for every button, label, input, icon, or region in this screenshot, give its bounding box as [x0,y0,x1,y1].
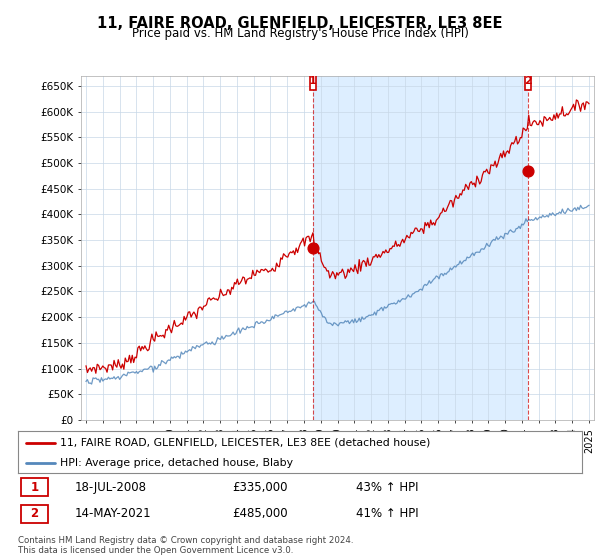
Text: 41% ↑ HPI: 41% ↑ HPI [356,507,419,520]
Text: 43% ↑ HPI: 43% ↑ HPI [356,480,419,494]
Text: 18-JUL-2008: 18-JUL-2008 [74,480,146,494]
Point [523,166,533,175]
Text: Contains HM Land Registry data © Crown copyright and database right 2024.
This d: Contains HM Land Registry data © Crown c… [18,536,353,556]
Text: HPI: Average price, detached house, Blaby: HPI: Average price, detached house, Blab… [60,458,293,468]
Text: £335,000: £335,000 [232,480,288,494]
FancyBboxPatch shape [310,71,316,90]
Text: 2: 2 [30,507,38,520]
Text: 1: 1 [30,480,38,494]
FancyBboxPatch shape [525,71,532,90]
Point [308,243,318,252]
Text: £485,000: £485,000 [232,507,288,520]
FancyBboxPatch shape [21,478,48,496]
Text: 1: 1 [309,76,317,86]
Text: Price paid vs. HM Land Registry's House Price Index (HPI): Price paid vs. HM Land Registry's House … [131,27,469,40]
Text: 2: 2 [524,76,532,86]
Text: 11, FAIRE ROAD, GLENFIELD, LEICESTER, LE3 8EE: 11, FAIRE ROAD, GLENFIELD, LEICESTER, LE… [97,16,503,31]
Bar [313,76,528,420]
Text: 14-MAY-2021: 14-MAY-2021 [74,507,151,520]
Text: 11, FAIRE ROAD, GLENFIELD, LEICESTER, LE3 8EE (detached house): 11, FAIRE ROAD, GLENFIELD, LEICESTER, LE… [60,438,431,448]
FancyBboxPatch shape [21,505,48,522]
